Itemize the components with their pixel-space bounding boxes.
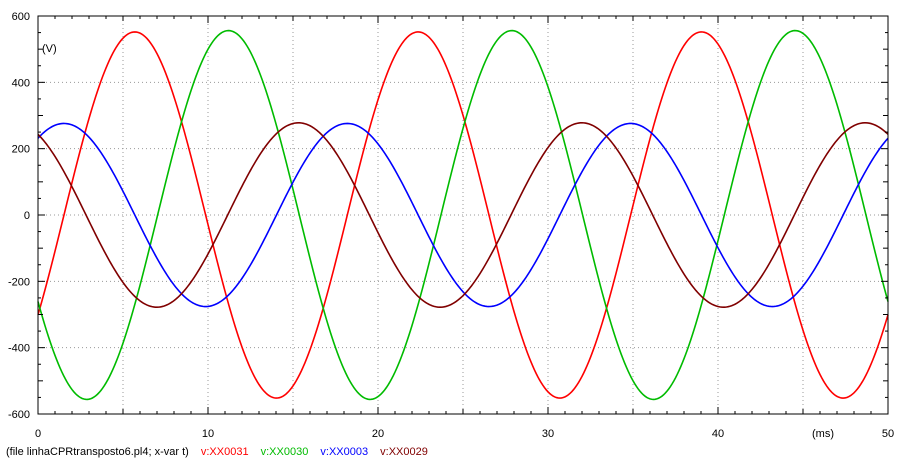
y-tick-label: -400 <box>8 343 30 355</box>
x-tick-label: 40 <box>712 428 724 440</box>
plot-lines <box>37 29 889 401</box>
plot-frame <box>37 15 889 415</box>
series-line-vxx0030 <box>37 29 889 401</box>
footer: (file linhaCPRtransposto6.pl4; x-var t) … <box>6 446 437 458</box>
file-info: (file linhaCPRtransposto6.pl4; x-var t) <box>6 446 189 458</box>
x-tick-label: 10 <box>202 428 214 440</box>
tick-labels: 0 10 20 30 40 50 -600 -400 -200 0 200 400 600 <box>8 11 894 440</box>
y-tick-label: 200 <box>12 144 30 156</box>
x-tick-label: 20 <box>372 428 384 440</box>
series-line-vxx0003 <box>37 122 889 308</box>
legend-item: v:XX0029 <box>380 446 428 458</box>
y-unit-label: (V) <box>42 43 57 55</box>
legend-item: v:XX0003 <box>320 446 369 458</box>
y-tick-label: 600 <box>12 11 30 23</box>
series-line-vxx0029 <box>37 121 889 309</box>
y-tick-label: -600 <box>8 409 30 421</box>
legend-item: v:XX0031 <box>200 446 249 458</box>
x-unit-label: (ms) <box>812 428 834 440</box>
y-tick-label: 400 <box>12 77 30 89</box>
legend-item: v:XX0030 <box>260 446 309 458</box>
x-tick-label: 0 <box>35 428 41 440</box>
axes <box>37 15 889 415</box>
y-tick-label: -200 <box>8 276 30 288</box>
y-tick-label: 0 <box>24 210 30 222</box>
series-line-vxx0031 <box>37 31 889 399</box>
x-tick-label: 50 <box>882 428 894 440</box>
grid <box>38 16 888 414</box>
x-tick-label: 30 <box>542 428 554 440</box>
